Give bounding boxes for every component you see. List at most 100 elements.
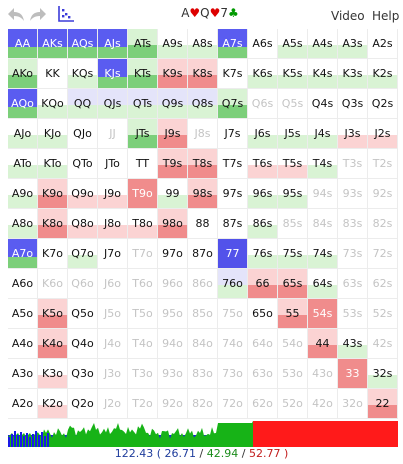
hand-cell-83s[interactable]: 83s: [338, 209, 368, 239]
hand-cell-AA[interactable]: AA: [8, 29, 38, 59]
redo-arrow-icon[interactable]: [28, 4, 48, 24]
hand-cell-95o[interactable]: 95o: [158, 299, 188, 329]
hand-cell-K9s[interactable]: K9s: [158, 59, 188, 89]
hand-cell-T9s[interactable]: T9s: [158, 149, 188, 179]
hand-cell-64o[interactable]: 64o: [248, 329, 278, 359]
hand-cell-KTs[interactable]: KTs: [128, 59, 158, 89]
hand-cell-Q8s[interactable]: Q8s: [188, 89, 218, 119]
scatter-graph-icon[interactable]: [56, 4, 76, 24]
hand-cell-J5o[interactable]: J5o: [98, 299, 128, 329]
hand-cell-65s[interactable]: 65s: [278, 269, 308, 299]
hand-cell-Q2o[interactable]: Q2o: [68, 389, 98, 419]
hand-cell-A8o[interactable]: A8o: [8, 209, 38, 239]
hand-cell-54s[interactable]: 54s: [308, 299, 338, 329]
hand-cell-QTo[interactable]: QTo: [68, 149, 98, 179]
hand-cell-85s[interactable]: 85s: [278, 209, 308, 239]
hand-cell-T4s[interactable]: T4s: [308, 149, 338, 179]
hand-cell-A3o[interactable]: A3o: [8, 359, 38, 389]
hand-cell-A4s[interactable]: A4s: [308, 29, 338, 59]
hand-cell-99[interactable]: 99: [158, 179, 188, 209]
hand-cell-96s[interactable]: 96s: [248, 179, 278, 209]
hand-cell-43s[interactable]: 43s: [338, 329, 368, 359]
hand-cell-AJs[interactable]: AJs: [98, 29, 128, 59]
hand-cell-A7o[interactable]: A7o: [8, 239, 38, 269]
hand-cell-72o[interactable]: 72o: [218, 389, 248, 419]
hand-cell-52o[interactable]: 52o: [278, 389, 308, 419]
hand-cell-TT[interactable]: TT: [128, 149, 158, 179]
hand-cell-T8s[interactable]: T8s: [188, 149, 218, 179]
hand-cell-A7s[interactable]: A7s: [218, 29, 248, 59]
hand-cell-AKs[interactable]: AKs: [38, 29, 68, 59]
hand-cell-93o[interactable]: 93o: [158, 359, 188, 389]
hand-cell-J2s[interactable]: J2s: [368, 119, 398, 149]
hand-cell-73s[interactable]: 73s: [338, 239, 368, 269]
hand-cell-J6o[interactable]: J6o: [98, 269, 128, 299]
hand-cell-62o[interactable]: 62o: [248, 389, 278, 419]
hand-cell-42s[interactable]: 42s: [368, 329, 398, 359]
hand-cell-Q5o[interactable]: Q5o: [68, 299, 98, 329]
hand-cell-Q4s[interactable]: Q4s: [308, 89, 338, 119]
hand-cell-Q9o[interactable]: Q9o: [68, 179, 98, 209]
hand-cell-JTs[interactable]: JTs: [128, 119, 158, 149]
hand-cell-Q4o[interactable]: Q4o: [68, 329, 98, 359]
hand-cell-97s[interactable]: 97s: [218, 179, 248, 209]
hand-cell-86o[interactable]: 86o: [188, 269, 218, 299]
hand-cell-22[interactable]: 22: [368, 389, 398, 419]
hand-cell-Q3o[interactable]: Q3o: [68, 359, 98, 389]
hand-cell-T3s[interactable]: T3s: [338, 149, 368, 179]
hand-cell-33[interactable]: 33: [338, 359, 368, 389]
hand-cell-KQo[interactable]: KQo: [38, 89, 68, 119]
hand-cell-Q6s[interactable]: Q6s: [248, 89, 278, 119]
hand-cell-T3o[interactable]: T3o: [128, 359, 158, 389]
hand-cell-K2o[interactable]: K2o: [38, 389, 68, 419]
hand-cell-J9o[interactable]: J9o: [98, 179, 128, 209]
hand-cell-96o[interactable]: 96o: [158, 269, 188, 299]
hand-cell-A6s[interactable]: A6s: [248, 29, 278, 59]
hand-cell-92s[interactable]: 92s: [368, 179, 398, 209]
hand-cell-74o[interactable]: 74o: [218, 329, 248, 359]
hand-cell-86s[interactable]: 86s: [248, 209, 278, 239]
hand-cell-J2o[interactable]: J2o: [98, 389, 128, 419]
hand-cell-32s[interactable]: 32s: [368, 359, 398, 389]
hand-cell-J4s[interactable]: J4s: [308, 119, 338, 149]
hand-cell-J3s[interactable]: J3s: [338, 119, 368, 149]
hand-cell-JJ[interactable]: JJ: [98, 119, 128, 149]
hand-cell-A9s[interactable]: A9s: [158, 29, 188, 59]
hand-cell-A2s[interactable]: A2s: [368, 29, 398, 59]
hand-cell-AQs[interactable]: AQs: [68, 29, 98, 59]
hand-cell-K2s[interactable]: K2s: [368, 59, 398, 89]
hand-cell-T4o[interactable]: T4o: [128, 329, 158, 359]
hand-cell-T6o[interactable]: T6o: [128, 269, 158, 299]
hand-cell-44[interactable]: 44: [308, 329, 338, 359]
hand-cell-K5o[interactable]: K5o: [38, 299, 68, 329]
hand-cell-A9o[interactable]: A9o: [8, 179, 38, 209]
hand-cell-K7s[interactable]: K7s: [218, 59, 248, 89]
hand-cell-KJo[interactable]: KJo: [38, 119, 68, 149]
hand-cell-94o[interactable]: 94o: [158, 329, 188, 359]
hand-cell-JTo[interactable]: JTo: [98, 149, 128, 179]
hand-cell-94s[interactable]: 94s: [308, 179, 338, 209]
hand-cell-63s[interactable]: 63s: [338, 269, 368, 299]
hand-cell-83o[interactable]: 83o: [188, 359, 218, 389]
hand-cell-85o[interactable]: 85o: [188, 299, 218, 329]
hand-cell-J3o[interactable]: J3o: [98, 359, 128, 389]
hand-cell-65o[interactable]: 65o: [248, 299, 278, 329]
hand-cell-A5o[interactable]: A5o: [8, 299, 38, 329]
hand-cell-K3o[interactable]: K3o: [38, 359, 68, 389]
hand-cell-Q3s[interactable]: Q3s: [338, 89, 368, 119]
hand-cell-Q8o[interactable]: Q8o: [68, 209, 98, 239]
hand-cell-A3s[interactable]: A3s: [338, 29, 368, 59]
hand-cell-J8s[interactable]: J8s: [188, 119, 218, 149]
hand-cell-K3s[interactable]: K3s: [338, 59, 368, 89]
hand-cell-A6o[interactable]: A6o: [8, 269, 38, 299]
video-link[interactable]: Video: [331, 9, 365, 23]
hand-cell-J8o[interactable]: J8o: [98, 209, 128, 239]
hand-cell-ATo[interactable]: ATo: [8, 149, 38, 179]
hand-cell-92o[interactable]: 92o: [158, 389, 188, 419]
hand-cell-J5s[interactable]: J5s: [278, 119, 308, 149]
hand-cell-AQo[interactable]: AQo: [8, 89, 38, 119]
hand-cell-J6s[interactable]: J6s: [248, 119, 278, 149]
hand-cell-75o[interactable]: 75o: [218, 299, 248, 329]
hand-cell-QTs[interactable]: QTs: [128, 89, 158, 119]
hand-cell-87o[interactable]: 87o: [188, 239, 218, 269]
